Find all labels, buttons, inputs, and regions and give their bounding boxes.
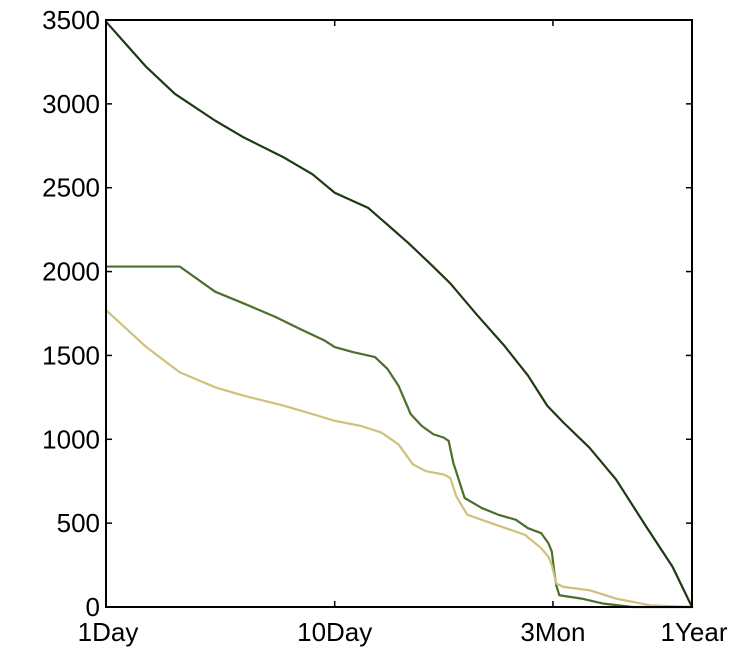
y-tick-label: 1000 (42, 424, 100, 454)
y-tick-label: 2500 (42, 173, 100, 203)
series-line-1 (104, 20, 694, 609)
tick-labels-layer: 0 500 1000 1500 2000 2500 3000 3500 1Day 10Day 3Mo… (42, 5, 728, 647)
y-tick-label: 1500 (42, 340, 100, 370)
x-tick-label: 1Day (78, 617, 139, 647)
ticks-layer (105, 19, 693, 608)
y-tick-label: 0 (86, 592, 100, 622)
x-tick-label: 10Day (297, 617, 372, 647)
y-tick-label: 3000 (42, 89, 100, 119)
y-tick-label: 3500 (42, 5, 100, 35)
y-tick-label: 500 (57, 508, 100, 538)
y-tick-label: 2000 (42, 257, 100, 287)
x-tick-label: 3Mon (520, 617, 585, 647)
series-line-3 (104, 309, 694, 609)
series-layer (104, 20, 694, 609)
plot-frame (105, 19, 693, 608)
x-tick-label: 1Year (661, 617, 728, 647)
series-line-2 (104, 265, 694, 609)
